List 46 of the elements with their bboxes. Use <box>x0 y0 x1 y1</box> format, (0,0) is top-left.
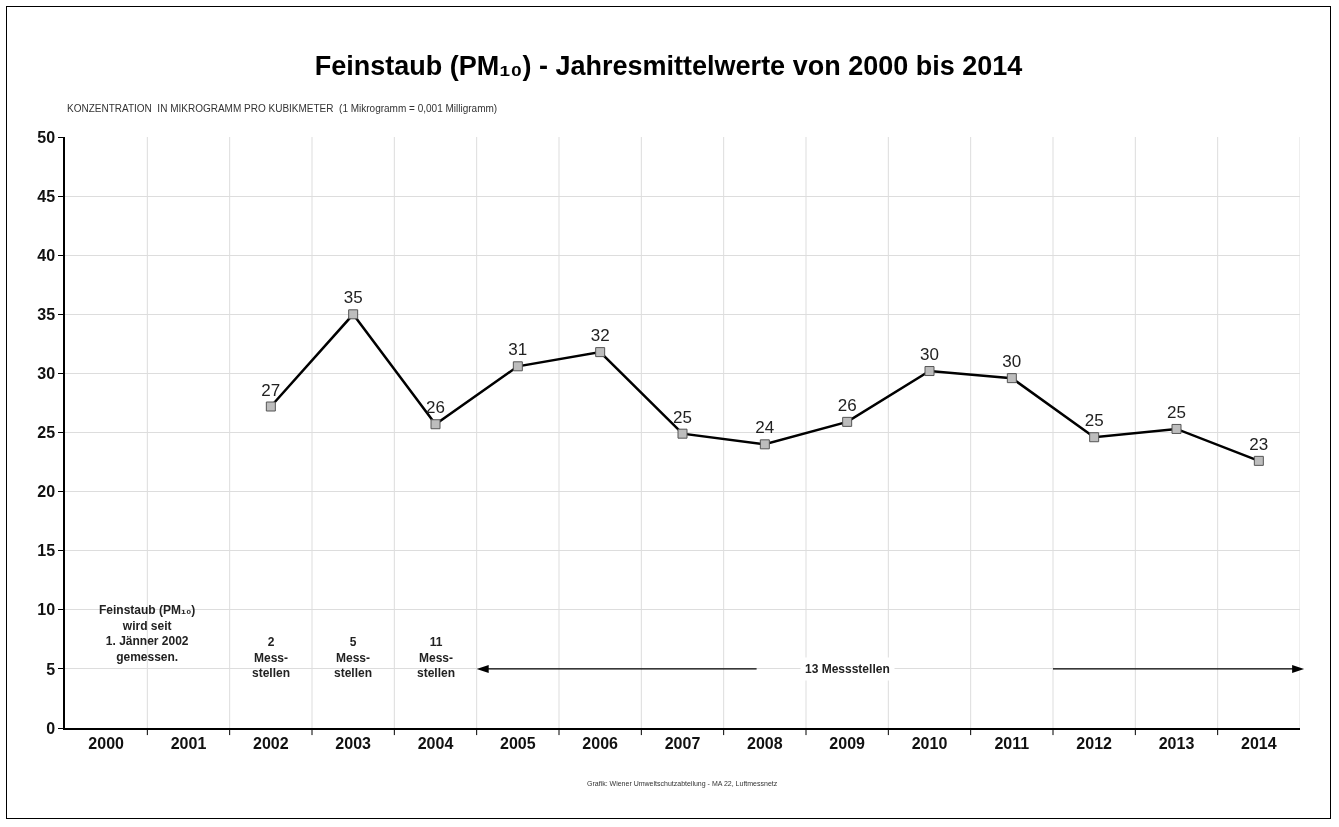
x-tick-label: 2007 <box>664 734 701 752</box>
x-tick-label: 2012 <box>1076 734 1113 752</box>
x-tick-label: 2008 <box>747 734 783 752</box>
x-tick-label: 2003 <box>335 734 372 752</box>
annotation: 13 Messstellen <box>805 662 890 676</box>
y-tick-label: 45 <box>37 187 56 205</box>
y-tick-label: 25 <box>37 424 56 442</box>
data-label: 23 <box>1249 434 1269 454</box>
annotation: 5 Mess- stellen <box>334 635 373 681</box>
y-tick-label: 50 <box>37 128 56 146</box>
data-label: 30 <box>1002 352 1022 372</box>
data-label: 26 <box>426 398 445 418</box>
data-label: 24 <box>755 418 775 438</box>
annotation: Feinstaub (PM₁₀) wird seit 1. Jänner 2002 gemessen. <box>99 603 196 664</box>
x-tick-label: 2010 <box>911 734 948 752</box>
y-tick-label: 15 <box>37 542 56 560</box>
data-label: 25 <box>1167 403 1186 423</box>
y-tick-label: 10 <box>37 601 56 619</box>
x-tick-label: 2004 <box>417 734 454 752</box>
y-tick-label: 35 <box>37 305 56 323</box>
data-label: 35 <box>343 288 363 308</box>
data-label: 32 <box>590 326 610 346</box>
y-tick-label: 5 <box>46 660 56 678</box>
data-label: 31 <box>508 340 528 360</box>
x-tick-label: 2013 <box>1158 734 1195 752</box>
data-label: 30 <box>920 345 939 365</box>
y-tick-label: 40 <box>37 246 56 264</box>
chart-subtitle: KONZENTRATION IN MIKROGRAMM PRO KUBIKMETER (1 Mikrogramm = 0,001 Milligramm) <box>67 103 498 114</box>
chart-title: Feinstaub (PM₁₀) - Jahresmittelwerte von 2000 bis 2014 <box>314 50 1023 81</box>
annotation: 11 Mess- stellen <box>417 635 456 681</box>
x-tick-label: 2001 <box>170 734 207 752</box>
annotation: 2 Mess- stellen <box>252 635 291 681</box>
x-tick-label: 2014 <box>1241 734 1277 752</box>
x-tick-label: 2009 <box>829 734 866 752</box>
y-tick-label: 30 <box>37 365 56 382</box>
x-tick-label: 2006 <box>582 734 619 752</box>
x-tick-label: 2011 <box>994 734 1030 752</box>
x-tick-label: 2000 <box>88 734 125 752</box>
data-label: 25 <box>673 407 692 427</box>
x-tick-label: 2002 <box>253 734 289 752</box>
data-label: 25 <box>1084 411 1104 431</box>
y-tick-label: 20 <box>37 483 56 501</box>
data-label: 27 <box>261 380 281 400</box>
y-tick-label: 0 <box>46 719 56 737</box>
data-label: 26 <box>837 395 857 415</box>
x-tick-label: 2005 <box>500 734 536 752</box>
